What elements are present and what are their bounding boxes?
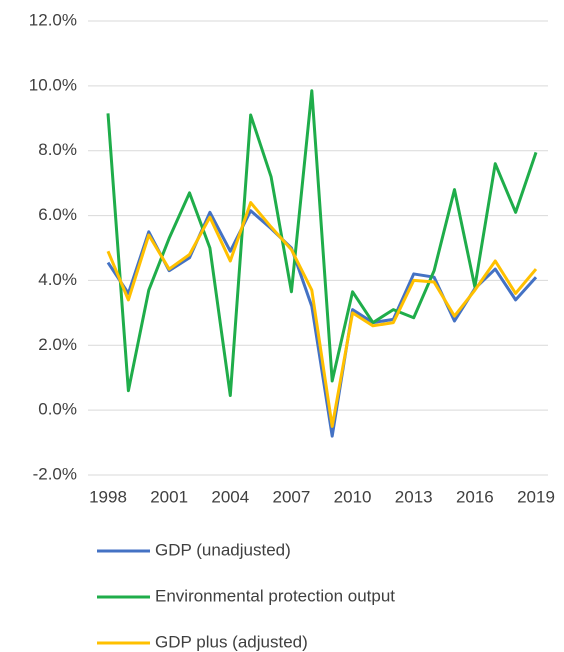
y-tick-label: 10.0% [29, 75, 77, 94]
x-tick-label: 2001 [150, 487, 188, 506]
y-tick-label: 4.0% [38, 270, 77, 289]
legend-label: GDP (unadjusted) [155, 540, 291, 559]
y-tick-label: 8.0% [38, 140, 77, 159]
x-tick-label: 1998 [89, 487, 127, 506]
legend-label: Environmental protection output [155, 586, 395, 605]
series-line [106, 201, 538, 428]
series-line [106, 89, 538, 398]
x-tick-label: 2013 [395, 487, 433, 506]
x-tick-label: 2007 [273, 487, 311, 506]
y-tick-label: 0.0% [38, 400, 77, 419]
x-tick-label: 2019 [517, 487, 555, 506]
y-tick-label: 12.0% [29, 10, 77, 29]
y-tick-label: 6.0% [38, 205, 77, 224]
x-tick-label: 2004 [211, 487, 249, 506]
y-tick-label: -2.0% [33, 464, 77, 483]
x-tick-label: 2010 [334, 487, 372, 506]
legend-label: GDP plus (adjusted) [155, 632, 308, 651]
x-tick-label: 2016 [456, 487, 494, 506]
y-tick-label: 2.0% [38, 335, 77, 354]
